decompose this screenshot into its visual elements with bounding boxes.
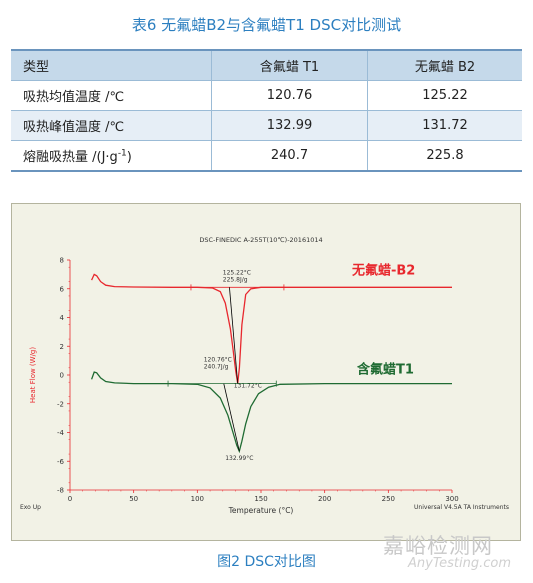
row-label: 熔融吸热量 /(J·g-1) bbox=[11, 140, 212, 172]
table-row: 熔融吸热量 /(J·g-1) 240.7 225.8 bbox=[11, 140, 522, 172]
cell-t1: 132.99 bbox=[211, 110, 368, 141]
cell-b2: 225.8 bbox=[367, 140, 522, 172]
x-axis-label: Temperature (°C) bbox=[228, 506, 294, 515]
row-label: 吸热均值温度 /℃ bbox=[11, 80, 212, 111]
onset-tangent-t1 bbox=[223, 383, 240, 452]
y-axis-label: Heat Flow (W/g) bbox=[29, 347, 37, 403]
series-line-b2 bbox=[91, 273, 452, 384]
dsc-chart: DSC-FINEDIC A-255T(10℃)-20161014 -8 -6 -4 -2… bbox=[20, 236, 509, 515]
onset-label-b2: 125.22°C bbox=[223, 269, 251, 276]
cell-t1: 240.7 bbox=[211, 140, 368, 172]
y-tick-label: 4 bbox=[60, 314, 65, 322]
dsc-chart-frame: DSC-FINEDIC A-255T(10℃)-20161014 -8 -6 -4 -2… bbox=[11, 203, 521, 541]
y-tick-label: 2 bbox=[60, 343, 64, 351]
x-tick-label: 0 bbox=[68, 495, 72, 503]
y-tick-label: -8 bbox=[57, 487, 64, 495]
y-tick-label: 6 bbox=[60, 285, 65, 293]
x-tick-label: 50 bbox=[129, 495, 138, 503]
cell-b2: 125.22 bbox=[367, 80, 522, 111]
y-tick-label: -6 bbox=[57, 458, 65, 466]
series-name-t1: 含氟蜡T1 bbox=[356, 362, 414, 378]
onset-label-t1: 120.76°C bbox=[204, 356, 232, 363]
x-tick-label: 150 bbox=[254, 495, 267, 503]
x-tick-label: 300 bbox=[445, 495, 458, 503]
watermark-cn: 嘉峪检测网 bbox=[383, 534, 493, 558]
y-tick-label: -4 bbox=[57, 429, 65, 437]
x-tick-label: 200 bbox=[318, 495, 331, 503]
series-name-b2: 无氟蜡-B2 bbox=[351, 262, 415, 278]
series-line-t1 bbox=[90, 371, 452, 454]
row-label-text: 熔融吸热量 /(J·g bbox=[23, 150, 118, 165]
y-tick-label: 0 bbox=[60, 372, 64, 380]
y-tick-label: -2 bbox=[57, 400, 64, 408]
y-tick-label: 8 bbox=[60, 257, 64, 265]
exo-up-note: Exo Up bbox=[20, 504, 41, 511]
cell-t1: 120.76 bbox=[211, 80, 368, 111]
instrument-note: Universal V4.5A TA Instruments bbox=[414, 504, 509, 511]
table-row: 吸热均值温度 /℃ 120.76 125.22 bbox=[11, 80, 522, 111]
x-tick-label: 250 bbox=[382, 495, 395, 503]
table-row: 吸热峰值温度 /℃ 132.99 131.72 bbox=[11, 110, 522, 141]
peak-label-b2: 131.72°C bbox=[234, 383, 262, 390]
row-label-end: ) bbox=[126, 150, 132, 165]
row-label-superscript: -1 bbox=[117, 148, 127, 159]
table-title: 表6 无氟蜡B2与含氟蜡T1 DSC对比测试 bbox=[131, 16, 402, 34]
row-label: 吸热峰值温度 /℃ bbox=[11, 110, 212, 141]
watermark-en: AnyTesting.com bbox=[408, 556, 512, 571]
cell-b2: 131.72 bbox=[367, 110, 522, 141]
area-label-b2: 225.8J/g bbox=[223, 276, 248, 283]
comparison-table: 类型 含氟蜡 T1 无氟蜡 B2 吸热均值温度 /℃ 120.76 125.22… bbox=[11, 49, 522, 172]
area-label-t1: 240.7J/g bbox=[204, 363, 229, 370]
chart-title: DSC-FINEDIC A-255T(10℃)-20161014 bbox=[199, 236, 322, 244]
figure-caption: 图2 DSC对比图 bbox=[217, 554, 316, 570]
x-tick-label: 100 bbox=[191, 495, 204, 503]
header-type: 类型 bbox=[11, 49, 212, 81]
peak-label-t1: 132.99°C bbox=[225, 455, 253, 462]
onset-tangent-b2 bbox=[229, 287, 239, 384]
header-t1: 含氟蜡 T1 bbox=[211, 49, 368, 81]
table-header-row: 类型 含氟蜡 T1 无氟蜡 B2 bbox=[11, 49, 522, 81]
header-b2: 无氟蜡 B2 bbox=[367, 49, 522, 81]
